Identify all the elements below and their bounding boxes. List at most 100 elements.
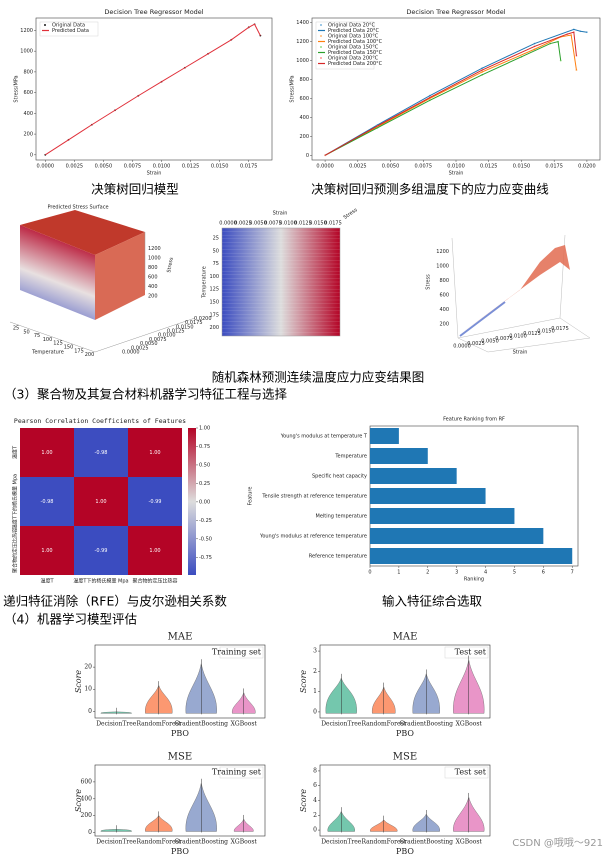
x-tick-label: 0.0175 [551,326,569,332]
point-cloud [460,245,570,334]
bar [370,508,515,524]
z-axis-label: Stress [343,207,359,221]
colorbar-label: 0.50 [199,462,210,468]
heatmap-cell [128,526,182,575]
x-tick-label: 0.0000 [453,344,471,350]
colorbar [188,428,196,575]
legend-swatch [320,24,322,26]
y-axis-label: Score [299,789,308,813]
heatmap-cell [74,477,128,526]
y-tick-label: 200 [81,812,93,819]
caption: 决策树回归模型 [91,182,179,197]
y-tick-label: 0 [30,152,33,158]
z-axis-label: Stress [166,257,175,274]
x-tick-label: 0.0100 [279,221,297,227]
y-tick-label: 400 [23,111,33,117]
legend-label: Original Data 20°C [328,23,376,29]
y-tick-label: 2 [313,668,317,675]
legend-label: Original Data 100°C [328,34,379,40]
y-tick-label: 600 [299,96,309,102]
y-tick-label: 2 [313,812,317,819]
x-tick-label: 聚合物的定压比热容 [132,578,177,585]
bar [370,448,428,464]
heatmap-cell [20,428,74,477]
x-tick-label: 0.0150 [513,164,531,170]
z-tick-label: 800 [148,265,158,271]
y-tick-label: 400 [299,115,309,121]
y-tick-label: 800 [23,69,33,75]
x-tick-label: XGBoost [456,839,483,846]
x-axis-label: PBO [171,847,189,854]
y-tick-label: 4 [313,797,317,804]
colorbar-label: 0.00 [199,499,210,505]
y-tick-label: 0.0075 [149,337,167,343]
heatmap-area [222,228,340,336]
y-tick-label: 400 [81,795,93,802]
cell-label: -0.99 [149,499,162,505]
caption: 随机森林预测连续温度应力应变结果图 [212,370,425,385]
y-tick-label: 10 [84,686,92,693]
x-tick-label: 0.0075 [495,336,513,342]
x-tick-label: 0.0100 [509,334,527,340]
y-tick-label: 50 [213,248,219,254]
x-axis-label: Strain [449,171,464,177]
y-tick-label: 200 [299,134,309,140]
x-tick-label: 0.0075 [264,221,282,227]
z-tick-label: 400 [439,307,449,313]
x-tick-label: DecisionTree [321,721,362,728]
y-axis-label: Temperature [202,266,208,299]
legend-box [444,646,489,659]
y-tick-label: 0 [306,153,309,159]
y-tick-label: 200 [209,325,219,331]
x-tick-label: 0.0100 [447,164,465,170]
cell-label: 1.00 [149,548,160,554]
z-tick-label: 1200 [436,249,449,255]
surface-axes [9,232,196,353]
y-tick-label: 0.0150 [176,324,194,330]
legend-swatch [320,57,322,59]
x-tick-label: 150 [64,345,74,351]
y-tick-label: 0.0025 [131,345,149,351]
cell-label: 1.00 [149,450,160,456]
x-tick-label: 75 [34,333,40,339]
y-tick-label: 0.0200 [194,316,212,322]
legend-swatch [320,46,322,48]
x-axis-label: PBO [396,729,414,738]
colorbar-label: -0.25 [199,518,212,524]
y-tick-label: 20 [84,664,92,671]
surface-top [20,210,145,255]
x-tick-label: 0.0150 [211,164,229,170]
panel-title: MSE [393,752,417,763]
x-tick-label: 1 [397,570,400,576]
panel-title: MAE [168,632,193,643]
x-tick-label: 0.0025 [349,164,367,170]
z-tick-label: 200 [439,322,449,328]
colorbar-label: 0.75 [199,444,210,450]
x-axis-label: PBO [396,847,414,854]
x-tick-label: 0.0150 [309,221,327,227]
x-axis-label: Ranking [464,577,484,583]
y-tick-label: 0.0175 [185,320,203,326]
x-tick-label: 0.0025 [467,341,485,347]
y-tick-label: 1200 [296,39,309,45]
x-tick-label: 0.0075 [124,164,142,170]
caption: 输入特征综合选取 [382,594,483,609]
x-tick-label: 0.0050 [249,221,267,227]
y-tick-label: Young's modulus at reference temperature [259,534,367,540]
x-tick-label: 温度T下的杨氏模量 Mpa [73,578,128,585]
z-tick-label: 1000 [436,264,449,270]
data-line [45,23,261,156]
data-line [324,41,562,156]
y-tick-label: 100 [209,274,219,280]
y-axis-label: Feature [248,487,254,506]
x-tick-label: 2 [426,570,429,576]
x-axis-label: Temperature [31,350,64,356]
chart-title: Pearson Correlation Coefficients of Feat… [14,417,186,425]
panel-title: MAE [393,632,418,643]
x-tick-label: DecisionTree [96,839,137,846]
x-tick-label: GradientBoosting [174,839,228,846]
legend-label: Predicted Data 200°C [328,61,383,67]
x-tick-label: 5 [513,570,516,576]
legend-label: Predicted Data 150°C [328,50,383,56]
